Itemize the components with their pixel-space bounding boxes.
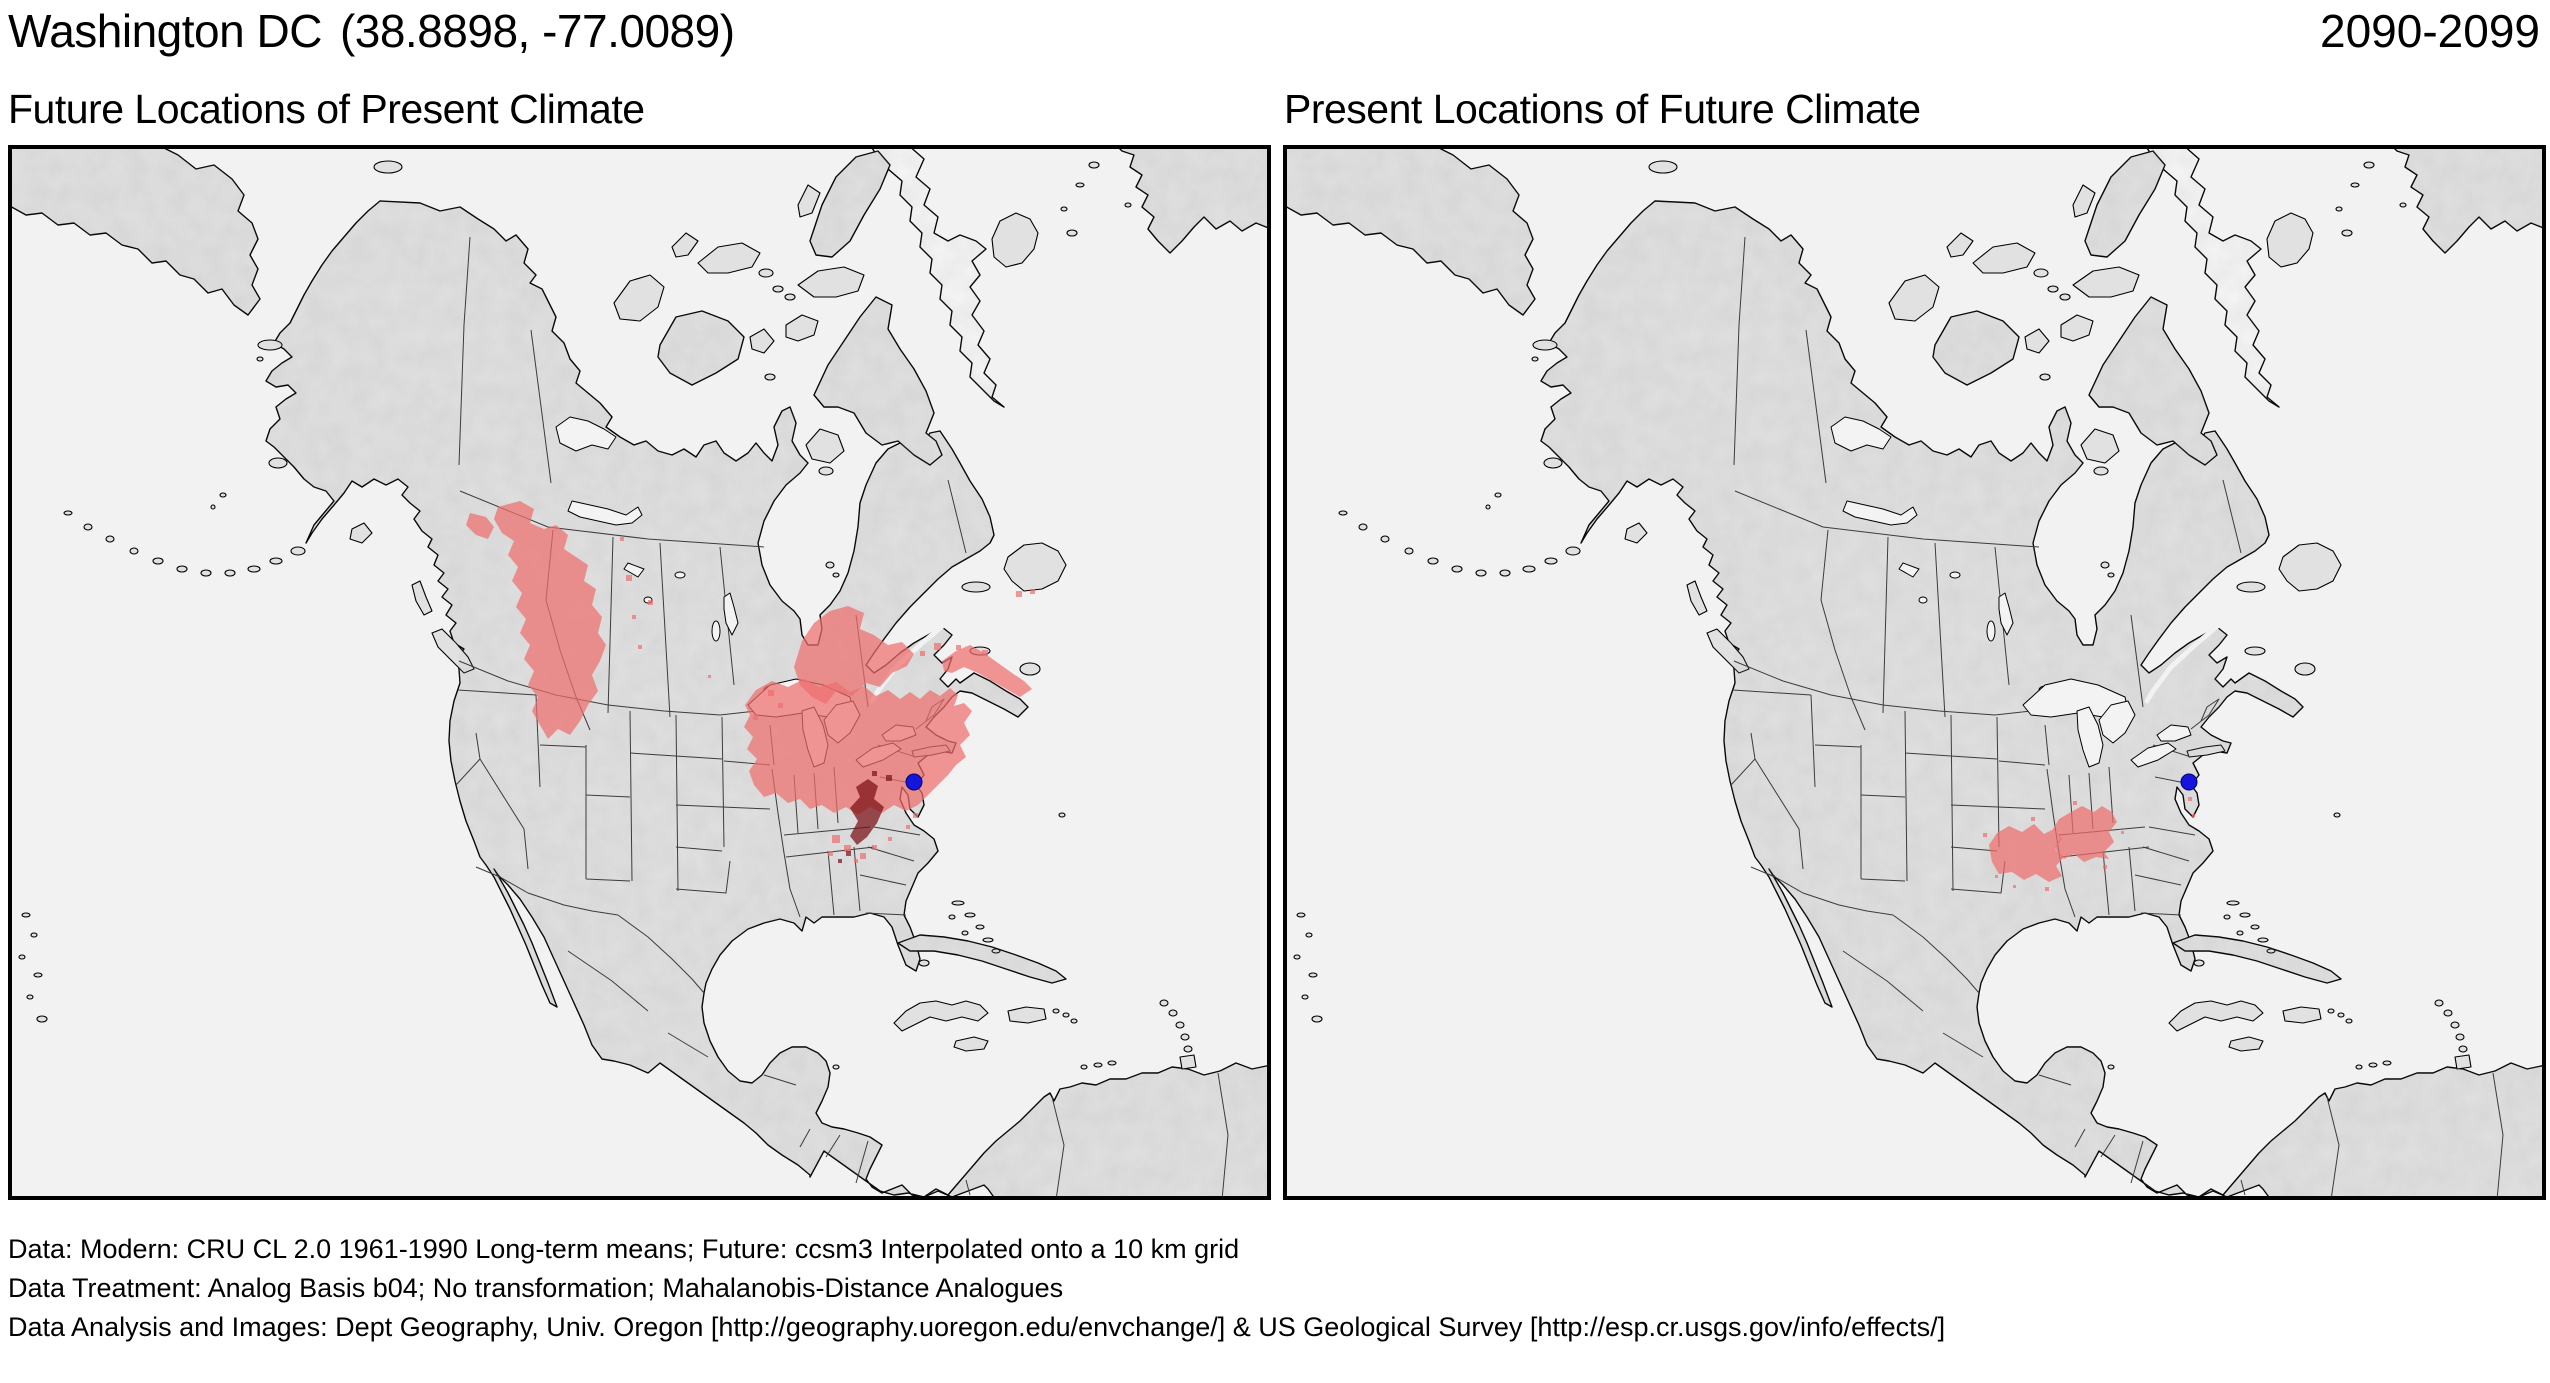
analog-region-ozarks-arkansas-missouri-oklahoma: [1989, 824, 2064, 882]
analog-speckle: [956, 645, 961, 650]
analog-region-alberta-bc-foothills: [494, 501, 606, 739]
analog-speckle: [1030, 589, 1035, 594]
analog-speckle: [982, 650, 988, 656]
analog-speckle: [860, 853, 866, 859]
analog-speckle: [2013, 885, 2016, 888]
analog-speckle: [872, 771, 877, 776]
right-panel-title: Present Locations of Future Climate: [1284, 86, 1921, 132]
analog-speckle: [1016, 591, 1022, 597]
analog-speckle: [934, 643, 941, 650]
map-panel-future-locations: [8, 145, 1271, 1200]
analog-speckle: [886, 775, 892, 781]
analog-speckle: [708, 675, 711, 678]
caption-credits: Data Analysis and Images: Dept Geography…: [8, 1312, 1946, 1342]
target-city-marker: [905, 773, 923, 791]
analog-region-bc-west-lobe: [466, 513, 494, 539]
map-panel-present-locations: [1283, 145, 2546, 1200]
analog-region-maritimes-nova-scotia: [942, 645, 1032, 697]
analog-speckle: [2073, 801, 2077, 805]
analog-speckle: [872, 845, 877, 850]
page-title: Washington DC (38.8898, -77.0089): [8, 4, 735, 58]
analog-speckle: [832, 835, 840, 843]
analog-speckle: [906, 825, 910, 829]
analog-speckle: [888, 837, 892, 841]
analog-speckle: [753, 715, 758, 720]
analog-speckle: [768, 690, 774, 696]
analog-speckle: [828, 851, 833, 856]
analog-speckle: [2103, 865, 2107, 869]
left-panel-title: Future Locations of Present Climate: [8, 86, 645, 132]
analog-speckle: [854, 859, 858, 863]
map-present-locations-of-future-climate: [1283, 145, 2546, 1200]
analog-speckle: [2188, 797, 2192, 801]
analog-region-appalachian-dark-streak: [850, 779, 884, 845]
location-coordinates: (38.8898, -77.0089): [339, 5, 735, 57]
analog-region-ontario-quebec-patch: [794, 606, 914, 704]
analog-speckle: [844, 845, 851, 852]
analog-speckle: [1995, 875, 1998, 878]
location-name: Washington DC: [8, 5, 322, 57]
analog-speckle: [913, 813, 918, 818]
analog-speckle: [2045, 887, 2049, 891]
analog-speckle: [2121, 831, 2124, 834]
analog-speckle: [2192, 814, 2195, 817]
analog-speckle: [620, 537, 624, 541]
analog-region-kentucky-tennessee: [2053, 806, 2117, 862]
caption-block: Data: Modern: CRU CL 2.0 1961-1990 Long-…: [8, 1230, 1945, 1347]
period-label: 2090-2099: [2320, 5, 2540, 57]
analog-speckle: [2031, 817, 2035, 821]
analog-speckle: [626, 575, 632, 581]
caption-data-sources: Data: Modern: CRU CL 2.0 1961-1990 Long-…: [8, 1234, 1240, 1264]
analog-speckle: [778, 703, 783, 708]
target-city-marker: [2180, 773, 2198, 791]
caption-data-treatment: Data Treatment: Analog Basis b04; No tra…: [8, 1273, 1064, 1303]
analog-speckle: [638, 645, 642, 649]
map-future-locations-of-present-climate: [8, 145, 1271, 1200]
analog-speckle: [838, 859, 842, 863]
analog-speckle: [648, 600, 653, 605]
analog-speckle: [632, 615, 636, 619]
analog-speckle: [920, 651, 925, 656]
analog-speckle: [846, 851, 851, 856]
analog-speckle: [1983, 833, 1987, 837]
